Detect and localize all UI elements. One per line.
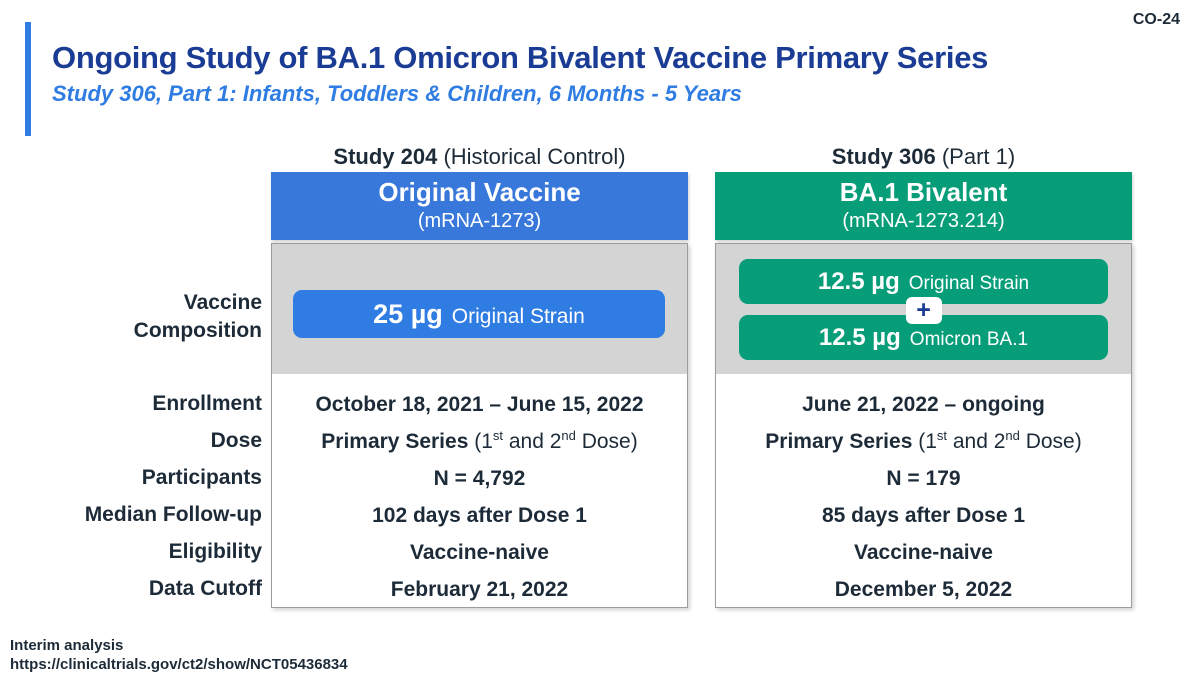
- footnote-clinicaltrials-url: https://clinicaltrials.gov/ct2/show/NCT0…: [10, 656, 348, 673]
- dose-pre-text: (1: [468, 430, 493, 453]
- pill-strain-label: Original Strain: [908, 273, 1030, 294]
- dose-bold-text: Primary Series: [321, 430, 469, 453]
- label-data-cutoff: Data Cutoff: [148, 577, 262, 600]
- footnote: Interim analysis https://clinicaltrials.…: [10, 636, 348, 674]
- row-label-column: Enrollment Dose Participants Median Foll…: [0, 385, 262, 607]
- original-vaccine-subtitle: (mRNA-1273): [417, 210, 542, 232]
- original-vaccine-title: Original Vaccine: [378, 177, 581, 207]
- study-204-column: Study 204 (Historical Control) Original …: [271, 144, 688, 608]
- pill-12-5ug-original-strain: 12.5 µg Original Strain: [739, 259, 1108, 304]
- ba1-bivalent-header-box: BA.1 Bivalent (mRNA-1273.214): [715, 172, 1132, 240]
- dose-sup2: nd: [1005, 428, 1020, 443]
- pill-dose-value: 12.5 µg: [818, 324, 901, 351]
- ba1-bivalent-subtitle: (mRNA-1273.214): [842, 210, 1005, 232]
- study-306-composition-band: 12.5 µg Original Strain + 12.5 µg Omicron …: [716, 244, 1131, 374]
- study-204-composition-band: 25 µg Original Strain: [272, 244, 687, 374]
- study-306-median-followup: 85 days after Dose 1: [821, 504, 1026, 527]
- pill-strain-label: Original Strain: [451, 305, 585, 328]
- pill-dose-value: 25 µg: [373, 299, 443, 329]
- study-204-name: Study 204: [333, 144, 438, 169]
- study-306-name: Study 306: [831, 144, 936, 169]
- dose-sup2: nd: [561, 428, 576, 443]
- study-306-participants: N = 179: [886, 467, 961, 490]
- study-306-enrollment: June 21, 2022 – ongoing: [802, 393, 1045, 416]
- study-204-qualifier: (Historical Control): [437, 144, 626, 169]
- study-306-body-box: 12.5 µg Original Strain + 12.5 µg Omicron …: [715, 243, 1132, 608]
- study-306-eligibility: Vaccine-naive: [854, 541, 993, 564]
- pill-strain-label: Omicron BA.1: [909, 329, 1029, 350]
- study-204-eligibility: Vaccine-naive: [410, 541, 549, 564]
- label-participants: Participants: [141, 466, 262, 489]
- label-median-followup: Median Follow-up: [84, 503, 262, 526]
- title-accent-bar: [25, 22, 31, 136]
- study-204-dose: Primary Series (1st and 2nd Dose): [272, 423, 687, 460]
- label-eligibility: Eligibility: [168, 540, 262, 563]
- dose-sup1: st: [492, 428, 504, 443]
- study-204-header: Study 204 (Historical Control): [271, 144, 688, 172]
- study-204-participants: N = 4,792: [433, 467, 526, 490]
- study-306-qualifier: (Part 1): [935, 144, 1016, 169]
- label-vaccine-composition-line2: Composition: [133, 319, 262, 342]
- study-204-enrollment: October 18, 2021 – June 15, 2022: [315, 393, 644, 416]
- study-306-column: Study 306 (Part 1) BA.1 Bivalent (mRNA-1…: [715, 144, 1132, 608]
- pill-25ug-original-strain: 25 µg Original Strain: [293, 290, 665, 338]
- pill-dose-value: 12.5 µg: [817, 268, 900, 295]
- slide-code: CO-24: [1132, 11, 1180, 28]
- dose-post-text: Dose): [575, 430, 638, 453]
- dose-bold-text: Primary Series: [765, 430, 913, 453]
- study-204-median-followup: 102 days after Dose 1: [372, 504, 587, 527]
- study-204-data-cutoff: February 21, 2022: [390, 578, 569, 601]
- page-title: Ongoing Study of BA.1 Omicron Bivalent V…: [52, 40, 989, 75]
- label-dose: Dose: [210, 429, 262, 452]
- plus-icon: +: [905, 297, 942, 324]
- study-306-header: Study 306 (Part 1): [715, 144, 1132, 172]
- ba1-bivalent-title: BA.1 Bivalent: [839, 177, 1008, 207]
- study-204-data-rows: October 18, 2021 – June 15, 2022 Primary…: [272, 386, 687, 608]
- footnote-interim-analysis: Interim analysis: [10, 637, 124, 654]
- dose-sup1: st: [936, 428, 948, 443]
- dose-post-text: Dose): [1019, 430, 1082, 453]
- original-vaccine-header-box: Original Vaccine (mRNA-1273): [271, 172, 688, 240]
- study-204-body-box: 25 µg Original Strain October 18, 2021 – …: [271, 243, 688, 608]
- study-306-dose: Primary Series (1st and 2nd Dose): [716, 423, 1131, 460]
- dose-pre-text: (1: [912, 430, 937, 453]
- study-306-data-cutoff: December 5, 2022: [834, 578, 1013, 601]
- label-vaccine-composition: Vaccine Composition: [0, 289, 262, 345]
- dose-mid-text: and 2: [503, 430, 562, 453]
- label-enrollment: Enrollment: [152, 392, 262, 415]
- study-306-data-rows: June 21, 2022 – ongoing Primary Series (…: [716, 386, 1131, 608]
- page-subtitle: Study 306, Part 1: Infants, Toddlers & C…: [52, 81, 742, 106]
- dose-mid-text: and 2: [947, 430, 1006, 453]
- label-vaccine-composition-line1: Vaccine: [183, 291, 262, 314]
